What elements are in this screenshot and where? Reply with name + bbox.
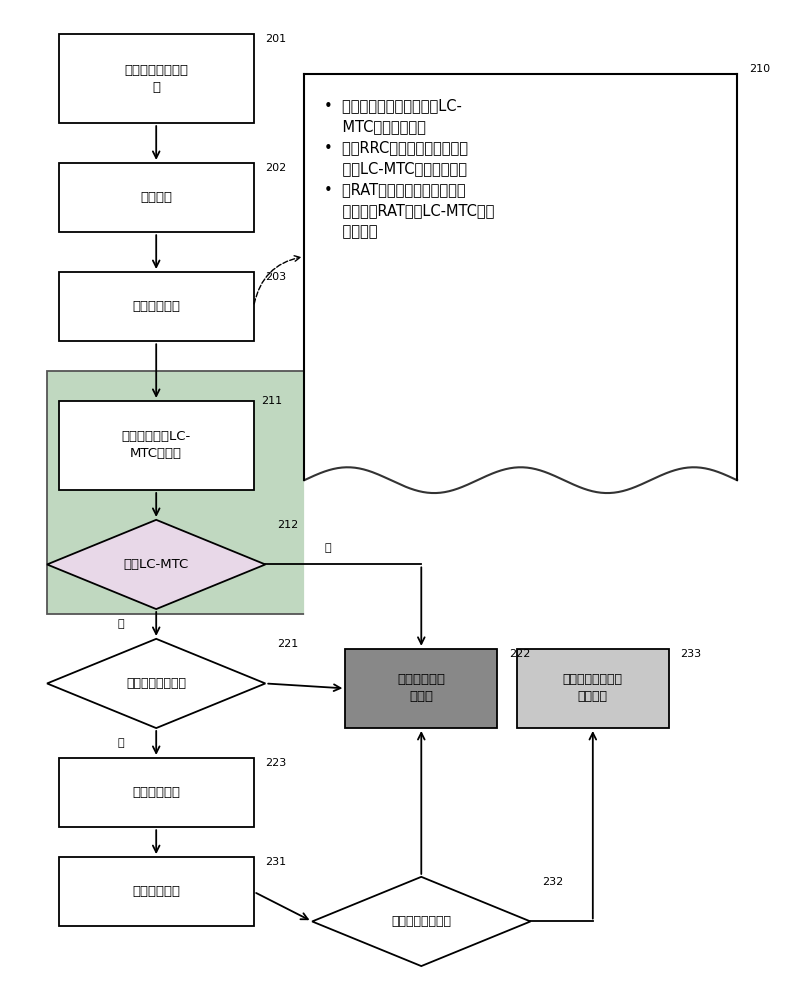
Text: 203: 203	[266, 272, 287, 282]
Polygon shape	[312, 877, 530, 966]
Text: 221: 221	[277, 639, 299, 649]
Text: 检查小区支持LC-
MTC的能力: 检查小区支持LC- MTC的能力	[121, 430, 191, 460]
FancyBboxPatch shape	[59, 272, 254, 341]
Text: 212: 212	[277, 520, 299, 530]
Text: 否: 否	[325, 543, 331, 553]
Text: 211: 211	[262, 396, 283, 406]
Text: 读取系统信息: 读取系统信息	[132, 300, 180, 313]
Polygon shape	[47, 639, 266, 728]
FancyBboxPatch shape	[47, 371, 348, 614]
FancyBboxPatch shape	[59, 857, 254, 926]
FancyBboxPatch shape	[517, 649, 669, 728]
Text: 阻止对该小区
的接入: 阻止对该小区 的接入	[397, 673, 445, 703]
Text: 接入阻止检查: 接入阻止检查	[132, 885, 180, 898]
Text: 否: 否	[117, 738, 125, 748]
Text: 小区被指示出阻止: 小区被指示出阻止	[126, 677, 186, 690]
Text: 找到小区: 找到小区	[140, 191, 173, 204]
Text: 231: 231	[266, 857, 287, 867]
Text: 232: 232	[542, 877, 563, 887]
Text: 驻留在小区上: 驻留在小区上	[132, 786, 180, 799]
Text: 210: 210	[749, 64, 770, 74]
FancyBboxPatch shape	[304, 74, 737, 480]
FancyBboxPatch shape	[345, 649, 497, 728]
Text: 是: 是	[117, 619, 125, 629]
FancyBboxPatch shape	[59, 163, 254, 232]
Text: 小区被认为是阻止: 小区被认为是阻止	[392, 915, 452, 928]
Text: 223: 223	[266, 758, 287, 768]
Text: 支持LC-MTC: 支持LC-MTC	[124, 558, 189, 571]
Text: •  解码系统信息，其中包含LC-
    MTC支持能力信息
•  解码RRC连接释放消息，其中
    包含LC-MTC支持能力信息
•  在RAT小区选择: • 解码系统信息，其中包含LC- MTC支持能力信息 • 解码RRC连接释放消息…	[324, 98, 494, 239]
FancyBboxPatch shape	[59, 34, 254, 123]
Text: 没有阻止对于该小
区的接入: 没有阻止对于该小 区的接入	[563, 673, 623, 703]
FancyBboxPatch shape	[59, 401, 254, 490]
Text: 开机以及附着到网
络: 开机以及附着到网 络	[125, 64, 188, 94]
Polygon shape	[47, 520, 266, 609]
Text: 233: 233	[681, 649, 701, 659]
Text: 222: 222	[509, 649, 530, 659]
Text: 202: 202	[266, 163, 287, 173]
FancyBboxPatch shape	[59, 758, 254, 827]
Text: 201: 201	[266, 34, 287, 44]
FancyArrowPatch shape	[255, 256, 300, 304]
